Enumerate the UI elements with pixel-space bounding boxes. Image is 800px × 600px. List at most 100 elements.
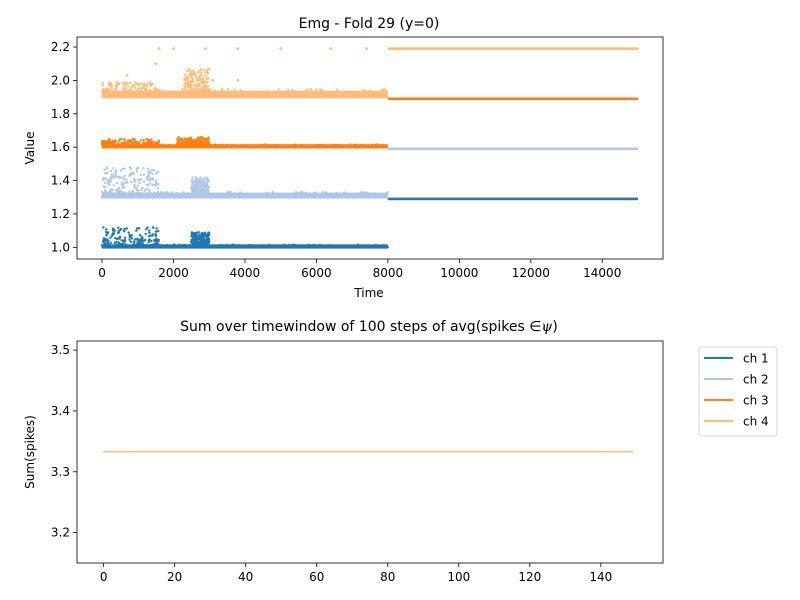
scatter-point xyxy=(206,84,210,88)
scatter-point xyxy=(114,89,117,93)
scatter-point xyxy=(141,238,144,241)
scatter-point xyxy=(298,191,302,194)
scatter-point xyxy=(101,92,104,96)
scatter-point xyxy=(200,231,203,235)
scatter-band xyxy=(387,47,638,50)
scatter-point xyxy=(154,145,157,148)
top-x-tick-label: 8000 xyxy=(373,266,404,280)
scatter-point xyxy=(186,78,189,81)
scatter-point xyxy=(221,143,224,147)
scatter-point xyxy=(119,242,123,246)
scatter-point xyxy=(176,137,179,141)
scatter-point xyxy=(133,192,136,196)
emg-scatter-chart: Emg - Fold 29 (y=0) 0 2000 4000 6000 8000 100… xyxy=(23,16,664,300)
scatter-point xyxy=(122,183,125,186)
scatter-point xyxy=(200,88,203,92)
scatter-point xyxy=(203,80,206,83)
scatter-point xyxy=(157,243,160,247)
scatter-band xyxy=(102,192,388,199)
scatter-point xyxy=(206,239,210,242)
scatter-point xyxy=(318,194,322,198)
scatter-point xyxy=(136,178,140,182)
scatter-point xyxy=(172,245,176,249)
scatter-point xyxy=(128,236,132,239)
scatter-point xyxy=(241,193,244,196)
scatter-point xyxy=(323,195,326,198)
scatter-point xyxy=(118,195,121,199)
scatter-point xyxy=(105,230,108,234)
scatter-point xyxy=(109,144,112,147)
top-chart-title: Emg - Fold 29 (y=0) xyxy=(299,16,440,32)
scatter-point xyxy=(341,193,345,196)
scatter-point xyxy=(131,145,134,149)
scatter-point xyxy=(141,145,144,149)
scatter-point xyxy=(151,178,155,181)
scatter-point xyxy=(111,91,115,95)
scatter-point xyxy=(161,143,164,146)
scatter-point xyxy=(225,243,228,247)
scatter-point xyxy=(193,233,197,237)
scatter-point xyxy=(224,144,227,147)
scatter-point xyxy=(119,244,122,248)
scatter-point xyxy=(105,171,109,175)
scatter-point xyxy=(162,191,165,194)
scatter-point xyxy=(199,245,202,249)
top-x-tick-label: 14000 xyxy=(583,266,621,280)
scatter-outlier xyxy=(172,47,175,51)
scatter-point xyxy=(119,94,122,98)
scatter-point xyxy=(203,91,207,94)
scatter-point xyxy=(153,91,156,94)
scatter-point xyxy=(143,246,147,249)
scatter-point xyxy=(123,195,126,199)
scatter-point xyxy=(211,91,214,95)
scatter-point xyxy=(296,192,300,196)
scatter-point xyxy=(152,168,155,172)
scatter-point xyxy=(126,142,130,146)
scatter-point xyxy=(191,77,195,80)
scatter-point xyxy=(283,243,286,246)
scatter-point xyxy=(207,178,210,182)
scatter-point xyxy=(128,238,131,242)
scatter-outlier xyxy=(236,78,240,82)
scatter-point xyxy=(281,245,285,249)
scatter-band xyxy=(387,97,638,101)
top-x-tick-label: 6000 xyxy=(301,266,332,280)
scatter-point xyxy=(113,172,117,175)
scatter-point xyxy=(103,181,107,185)
scatter-point xyxy=(253,92,257,95)
scatter-point xyxy=(213,143,217,146)
scatter-point xyxy=(196,83,199,87)
scatter-point xyxy=(318,245,321,249)
scatter-point xyxy=(109,92,113,95)
scatter-point xyxy=(202,68,205,72)
scatter-point xyxy=(106,196,110,199)
scatter-point xyxy=(117,236,121,240)
scatter-point xyxy=(103,140,106,144)
scatter-point xyxy=(207,92,211,95)
scatter-point xyxy=(195,235,198,238)
scatter-point xyxy=(297,195,300,199)
scatter-point xyxy=(195,95,199,98)
scatter-point xyxy=(153,183,157,186)
scatter-point xyxy=(155,241,159,244)
scatter-point xyxy=(386,246,389,249)
scatter-point xyxy=(369,89,372,92)
scatter-point xyxy=(107,243,111,246)
scatter-point xyxy=(286,88,290,92)
scatter-point xyxy=(133,179,137,182)
scatter-point xyxy=(115,84,119,88)
scatter-point xyxy=(229,190,232,194)
scatter-point xyxy=(232,95,235,99)
scatter-point xyxy=(304,194,307,197)
scatter-point xyxy=(101,190,104,194)
scatter-point xyxy=(193,193,197,196)
scatter-point xyxy=(375,143,378,146)
scatter-point xyxy=(293,244,296,247)
scatter-point xyxy=(213,196,217,199)
scatter-point xyxy=(239,191,242,194)
scatter-point xyxy=(197,95,201,99)
scatter-point xyxy=(170,194,174,197)
scatter-point xyxy=(107,181,110,185)
scatter-point xyxy=(190,145,193,148)
